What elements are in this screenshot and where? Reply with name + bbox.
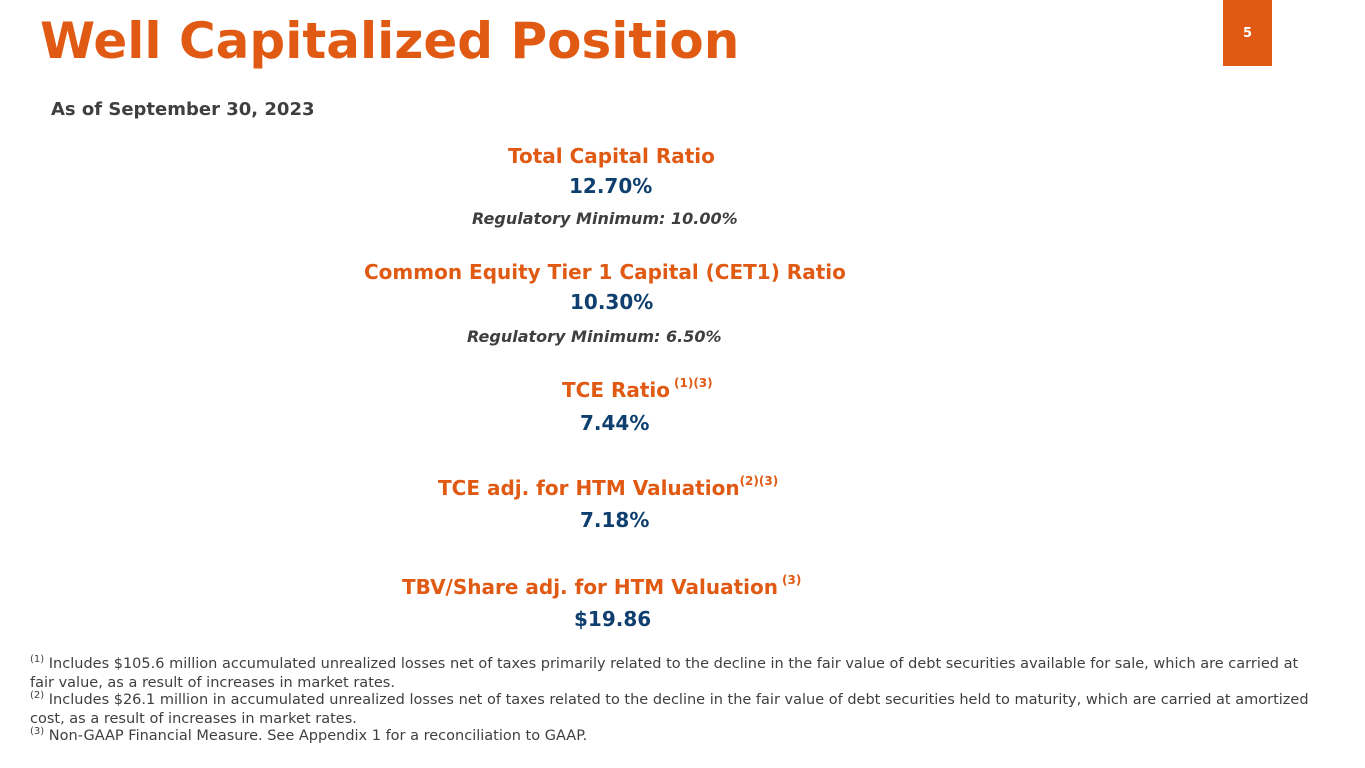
tce-htm-value: 7.18%: [580, 508, 650, 532]
total-capital-ratio-value: 12.70%: [569, 174, 653, 198]
footnote-2-marker: (2): [30, 690, 45, 701]
cet1-ratio-value: 10.30%: [570, 290, 654, 314]
footnote-2: (2) Includes $26.1 million in accumulate…: [30, 690, 1320, 728]
page-title: Well Capitalized Position: [40, 12, 740, 70]
tbv-share-label: TBV/Share adj. for HTM Valuation: [402, 575, 778, 599]
footnote-2-text: Includes $26.1 million in accumulated un…: [30, 692, 1309, 727]
tbv-share-footnote-ref: (3): [782, 573, 802, 587]
total-capital-regulatory-minimum: Regulatory Minimum: 10.00%: [472, 209, 738, 228]
tce-htm-heading: TCE adj. for HTM Valuation(2)(3): [438, 474, 779, 500]
page-number: 5: [1242, 25, 1253, 41]
tbv-share-value: $19.86: [574, 607, 652, 631]
footnote-3: (3) Non-GAAP Financial Measure. See Appe…: [30, 726, 1320, 747]
footnote-1-marker: (1): [30, 654, 45, 665]
tce-ratio-label: TCE Ratio: [562, 378, 670, 402]
footnote-1-text: Includes $105.6 million accumulated unre…: [30, 656, 1299, 691]
footnote-3-text: Non-GAAP Financial Measure. See Appendix…: [48, 728, 588, 744]
cet1-ratio-label: Common Equity Tier 1 Capital (CET1) Rati…: [364, 260, 846, 284]
tce-ratio-heading: TCE Ratio (1)(3): [562, 376, 713, 402]
footnotes: (1) Includes $105.6 million accumulated …: [30, 654, 1320, 747]
total-capital-ratio-label: Total Capital Ratio: [508, 144, 715, 168]
tbv-share-heading: TBV/Share adj. for HTM Valuation (3): [402, 573, 802, 599]
footnote-3-marker: (3): [30, 726, 45, 737]
tce-htm-footnote-ref: (2)(3): [739, 474, 779, 488]
page-number-badge: 5: [1223, 0, 1272, 66]
as-of-date: As of September 30, 2023: [51, 99, 315, 120]
tce-ratio-value: 7.44%: [580, 411, 650, 435]
cet1-regulatory-minimum: Regulatory Minimum: 6.50%: [467, 327, 722, 346]
tce-ratio-footnote-ref: (1)(3): [674, 376, 713, 390]
tce-htm-label: TCE adj. for HTM Valuation: [438, 476, 740, 500]
footnote-1: (1) Includes $105.6 million accumulated …: [30, 654, 1320, 692]
